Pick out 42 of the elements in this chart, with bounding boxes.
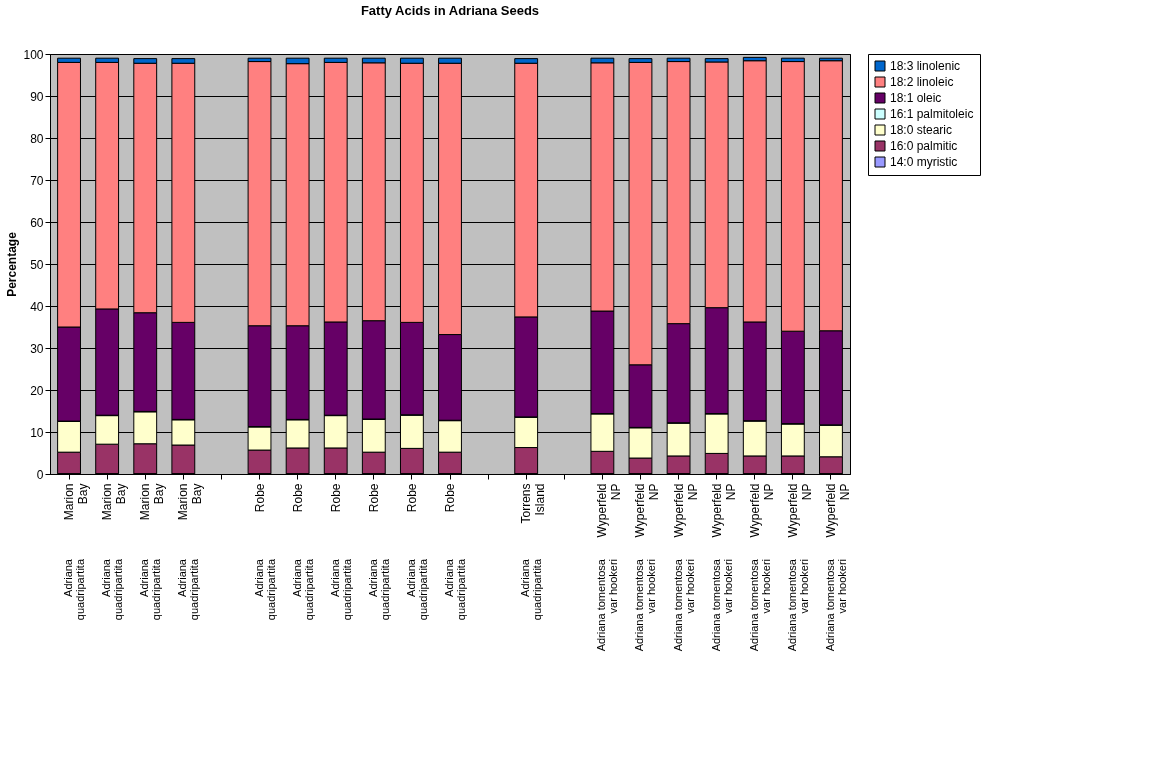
text: Adriana quadripartita (252, 558, 277, 621)
text: Adriana tomentosa var hookeri (595, 558, 620, 652)
x-tick-label: Torrens Island (519, 483, 548, 524)
legend-label: 14:0 myristic (890, 155, 958, 169)
y-tick-label: 70 (30, 173, 44, 188)
x-tick-label: Marion Bay (62, 483, 91, 521)
x-tick-label: Robe (290, 483, 305, 513)
x-tick-label: Marion Bay (138, 483, 167, 521)
y-tick-label: 40 (30, 299, 44, 314)
y-axis-title: Percentage (5, 231, 20, 297)
legend-label: 18:3 linolenic (890, 59, 961, 73)
legend-label: 18:2 linoleic (890, 75, 954, 89)
x-tick-label: Wyperfeld NP (785, 483, 814, 538)
y-tick-label: 30 (30, 341, 44, 356)
x-tick-label: Wyperfeld NP (709, 483, 738, 538)
y-tick-label: 90 (30, 89, 44, 104)
x-tick-label: Robe (366, 483, 381, 513)
y-tick-label: 80 (30, 131, 44, 146)
x-tick-label: Robe (443, 483, 457, 513)
legend-label: 16:1 palmitoleic (890, 107, 974, 121)
x-tick-label: Wyperfeld NP (633, 483, 662, 538)
y-tick-label: 10 (30, 425, 44, 440)
x-tick-label: Robe (404, 483, 419, 513)
y-tick-label: 60 (30, 215, 44, 230)
x-tick-label: Robe (328, 483, 343, 513)
x-tick-label: Robe (252, 483, 267, 513)
x-tick-label: Wyperfeld NP (671, 483, 700, 538)
chart-title: Fatty Acids in Adriana Seeds (360, 3, 540, 18)
x-tick-label: Wyperfeld NP (595, 483, 624, 538)
legend-label: 18:0 stearic (890, 123, 953, 137)
legend-label: 16:0 palmitic (890, 139, 958, 153)
y-tick-label: 0 (36, 467, 44, 482)
x-tick-label: Marion Bay (100, 483, 129, 521)
x-tick-label: Wyperfeld NP (823, 483, 852, 538)
x-tick-label: Marion Bay (176, 483, 205, 521)
x-tick-label: Wyperfeld NP (747, 483, 776, 538)
text: Adriana quadripartita (62, 558, 87, 621)
text: Adriana quadripartita (519, 558, 544, 621)
y-tick-label: 20 (30, 383, 44, 398)
y-tick-label: 100 (23, 47, 44, 62)
y-tick-label: 50 (30, 257, 44, 272)
legend-label: 18:1 oleic (890, 91, 942, 105)
